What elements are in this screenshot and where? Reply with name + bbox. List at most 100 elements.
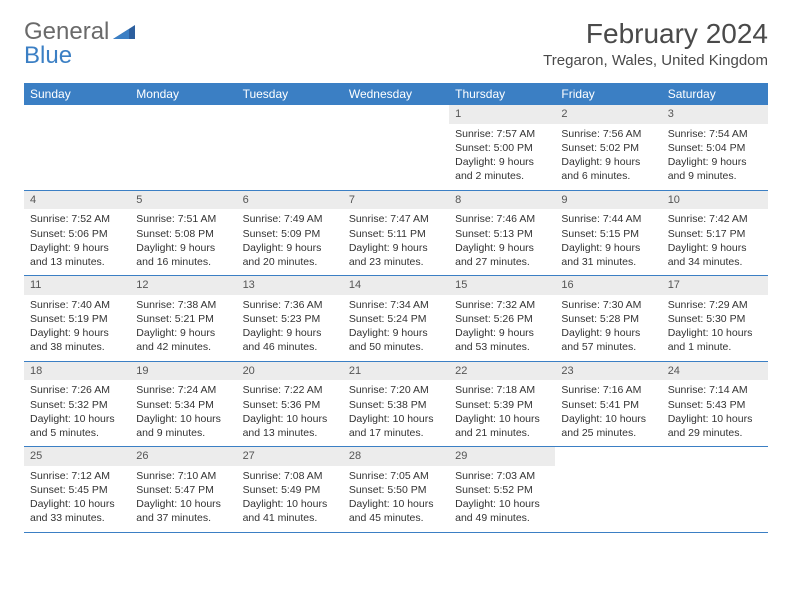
logo-text-general: General <box>24 18 109 45</box>
week-row: 25Sunrise: 7:12 AMSunset: 5:45 PMDayligh… <box>24 447 768 533</box>
sunset-text: Sunset: 5:52 PM <box>455 483 549 497</box>
week-row: 11Sunrise: 7:40 AMSunset: 5:19 PMDayligh… <box>24 276 768 362</box>
day-number: 3 <box>662 105 768 124</box>
day-number: 27 <box>237 447 343 466</box>
day-body: Sunrise: 7:36 AMSunset: 5:23 PMDaylight:… <box>237 295 343 361</box>
daylight-text: Daylight: 10 hours and 5 minutes. <box>30 412 124 440</box>
sunrise-text: Sunrise: 7:20 AM <box>349 383 443 397</box>
day-cell: 20Sunrise: 7:22 AMSunset: 5:36 PMDayligh… <box>237 362 343 447</box>
sunrise-text: Sunrise: 7:47 AM <box>349 212 443 226</box>
sunrise-text: Sunrise: 7:30 AM <box>561 298 655 312</box>
sunset-text: Sunset: 5:39 PM <box>455 398 549 412</box>
day-body: Sunrise: 7:12 AMSunset: 5:45 PMDaylight:… <box>24 466 130 532</box>
sunset-text: Sunset: 5:34 PM <box>136 398 230 412</box>
header: General Blue February 2024 Tregaron, Wal… <box>24 18 768 69</box>
daylight-text: Daylight: 10 hours and 37 minutes. <box>136 497 230 525</box>
day-number: 9 <box>555 191 661 210</box>
day-body: Sunrise: 7:10 AMSunset: 5:47 PMDaylight:… <box>130 466 236 532</box>
daylight-text: Daylight: 10 hours and 41 minutes. <box>243 497 337 525</box>
day-body: Sunrise: 7:44 AMSunset: 5:15 PMDaylight:… <box>555 209 661 275</box>
sunset-text: Sunset: 5:45 PM <box>30 483 124 497</box>
dow-cell: Friday <box>555 83 661 105</box>
day-body: Sunrise: 7:03 AMSunset: 5:52 PMDaylight:… <box>449 466 555 532</box>
day-cell: 26Sunrise: 7:10 AMSunset: 5:47 PMDayligh… <box>130 447 236 532</box>
day-body: Sunrise: 7:56 AMSunset: 5:02 PMDaylight:… <box>555 124 661 190</box>
day-number: 16 <box>555 276 661 295</box>
dow-cell: Monday <box>130 83 236 105</box>
daylight-text: Daylight: 10 hours and 33 minutes. <box>30 497 124 525</box>
sunset-text: Sunset: 5:32 PM <box>30 398 124 412</box>
daylight-text: Daylight: 10 hours and 9 minutes. <box>136 412 230 440</box>
day-number: 2 <box>555 105 661 124</box>
daylight-text: Daylight: 9 hours and 46 minutes. <box>243 326 337 354</box>
day-cell: 28Sunrise: 7:05 AMSunset: 5:50 PMDayligh… <box>343 447 449 532</box>
day-body: Sunrise: 7:54 AMSunset: 5:04 PMDaylight:… <box>662 124 768 190</box>
day-body: Sunrise: 7:05 AMSunset: 5:50 PMDaylight:… <box>343 466 449 532</box>
day-body: Sunrise: 7:51 AMSunset: 5:08 PMDaylight:… <box>130 209 236 275</box>
sunset-text: Sunset: 5:21 PM <box>136 312 230 326</box>
sunrise-text: Sunrise: 7:29 AM <box>668 298 762 312</box>
dow-cell: Tuesday <box>237 83 343 105</box>
sunset-text: Sunset: 5:24 PM <box>349 312 443 326</box>
sunset-text: Sunset: 5:19 PM <box>30 312 124 326</box>
day-cell: 3Sunrise: 7:54 AMSunset: 5:04 PMDaylight… <box>662 105 768 190</box>
sunrise-text: Sunrise: 7:52 AM <box>30 212 124 226</box>
sunrise-text: Sunrise: 7:54 AM <box>668 127 762 141</box>
day-cell: 10Sunrise: 7:42 AMSunset: 5:17 PMDayligh… <box>662 191 768 276</box>
day-body: Sunrise: 7:29 AMSunset: 5:30 PMDaylight:… <box>662 295 768 361</box>
day-number: 4 <box>24 191 130 210</box>
day-cell: 14Sunrise: 7:34 AMSunset: 5:24 PMDayligh… <box>343 276 449 361</box>
daylight-text: Daylight: 10 hours and 45 minutes. <box>349 497 443 525</box>
daylight-text: Daylight: 10 hours and 49 minutes. <box>455 497 549 525</box>
week-row: 18Sunrise: 7:26 AMSunset: 5:32 PMDayligh… <box>24 362 768 448</box>
sunrise-text: Sunrise: 7:46 AM <box>455 212 549 226</box>
day-body: Sunrise: 7:47 AMSunset: 5:11 PMDaylight:… <box>343 209 449 275</box>
day-body: Sunrise: 7:40 AMSunset: 5:19 PMDaylight:… <box>24 295 130 361</box>
day-cell: 8Sunrise: 7:46 AMSunset: 5:13 PMDaylight… <box>449 191 555 276</box>
day-number: 7 <box>343 191 449 210</box>
day-body: Sunrise: 7:24 AMSunset: 5:34 PMDaylight:… <box>130 380 236 446</box>
day-cell: 9Sunrise: 7:44 AMSunset: 5:15 PMDaylight… <box>555 191 661 276</box>
month-title: February 2024 <box>543 18 768 50</box>
day-cell: 24Sunrise: 7:14 AMSunset: 5:43 PMDayligh… <box>662 362 768 447</box>
day-body: Sunrise: 7:52 AMSunset: 5:06 PMDaylight:… <box>24 209 130 275</box>
sunset-text: Sunset: 5:04 PM <box>668 141 762 155</box>
day-number: 22 <box>449 362 555 381</box>
sunset-text: Sunset: 5:06 PM <box>30 227 124 241</box>
week-row: 4Sunrise: 7:52 AMSunset: 5:06 PMDaylight… <box>24 191 768 277</box>
sunrise-text: Sunrise: 7:32 AM <box>455 298 549 312</box>
day-cell: 4Sunrise: 7:52 AMSunset: 5:06 PMDaylight… <box>24 191 130 276</box>
day-number: 23 <box>555 362 661 381</box>
sunset-text: Sunset: 5:08 PM <box>136 227 230 241</box>
day-body: Sunrise: 7:08 AMSunset: 5:49 PMDaylight:… <box>237 466 343 532</box>
sunset-text: Sunset: 5:15 PM <box>561 227 655 241</box>
day-cell: 22Sunrise: 7:18 AMSunset: 5:39 PMDayligh… <box>449 362 555 447</box>
day-number: 26 <box>130 447 236 466</box>
daylight-text: Daylight: 9 hours and 27 minutes. <box>455 241 549 269</box>
sunrise-text: Sunrise: 7:16 AM <box>561 383 655 397</box>
day-body: Sunrise: 7:18 AMSunset: 5:39 PMDaylight:… <box>449 380 555 446</box>
day-number: 21 <box>343 362 449 381</box>
sunrise-text: Sunrise: 7:40 AM <box>30 298 124 312</box>
day-body: Sunrise: 7:16 AMSunset: 5:41 PMDaylight:… <box>555 380 661 446</box>
daylight-text: Daylight: 9 hours and 2 minutes. <box>455 155 549 183</box>
day-body: Sunrise: 7:49 AMSunset: 5:09 PMDaylight:… <box>237 209 343 275</box>
day-number: 10 <box>662 191 768 210</box>
daylight-text: Daylight: 9 hours and 38 minutes. <box>30 326 124 354</box>
day-body: Sunrise: 7:22 AMSunset: 5:36 PMDaylight:… <box>237 380 343 446</box>
day-cell: . <box>662 447 768 532</box>
sunrise-text: Sunrise: 7:44 AM <box>561 212 655 226</box>
day-body: Sunrise: 7:34 AMSunset: 5:24 PMDaylight:… <box>343 295 449 361</box>
day-cell: . <box>555 447 661 532</box>
day-body: Sunrise: 7:26 AMSunset: 5:32 PMDaylight:… <box>24 380 130 446</box>
daylight-text: Daylight: 10 hours and 17 minutes. <box>349 412 443 440</box>
day-cell: . <box>24 105 130 190</box>
day-cell: 21Sunrise: 7:20 AMSunset: 5:38 PMDayligh… <box>343 362 449 447</box>
sunrise-text: Sunrise: 7:03 AM <box>455 469 549 483</box>
day-cell: . <box>343 105 449 190</box>
day-number: 24 <box>662 362 768 381</box>
daylight-text: Daylight: 9 hours and 9 minutes. <box>668 155 762 183</box>
day-number: 12 <box>130 276 236 295</box>
sunrise-text: Sunrise: 7:22 AM <box>243 383 337 397</box>
day-number: 28 <box>343 447 449 466</box>
